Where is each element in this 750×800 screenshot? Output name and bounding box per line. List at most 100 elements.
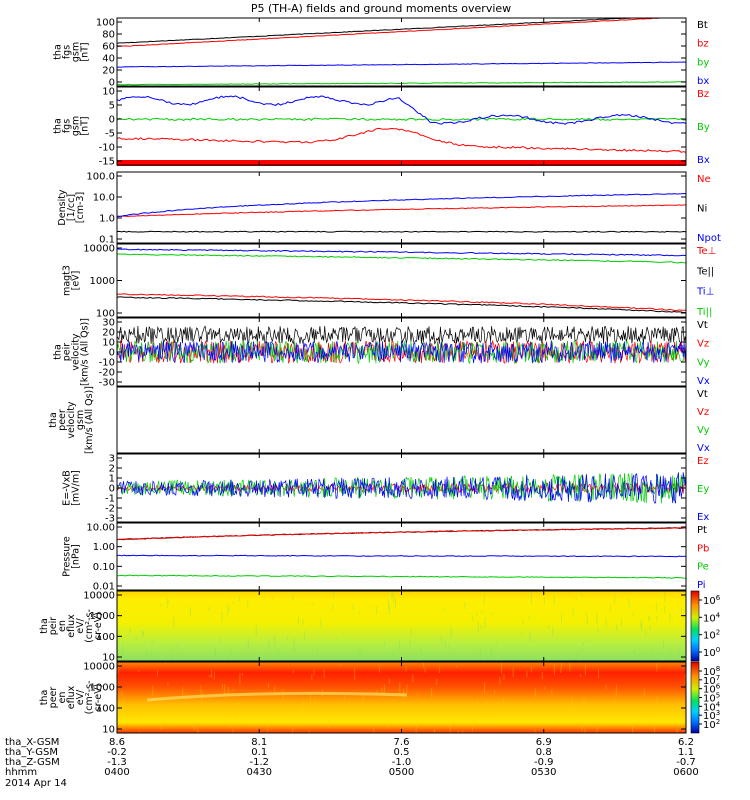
x-axis-tick-label: 0500 — [389, 767, 414, 778]
y-label-line: tha — [39, 618, 50, 634]
series-line-Npot — [117, 192, 687, 217]
colorbar-tick-label: 102 — [703, 718, 720, 731]
y-label-line: (cm²-s- — [84, 609, 95, 643]
y-tick-label: 100 — [96, 632, 115, 643]
x-axis-tick-label: 8.1 — [251, 737, 267, 748]
x-axis-tick-label: 0600 — [673, 767, 698, 778]
x-axis-tick-label: -0.2 — [107, 747, 127, 758]
y-tick-label: 5 — [109, 101, 115, 112]
x-axis-tick-label: 6.9 — [536, 737, 552, 748]
x-axis-tick-label: 8.6 — [109, 737, 125, 748]
y-tick-label: 2 — [109, 464, 115, 475]
legend-Pe: Pe — [697, 562, 709, 573]
legend-Ti||: Ti|| — [696, 307, 712, 318]
y-tick-label: 10000 — [83, 591, 115, 602]
legend-By: By — [697, 122, 710, 133]
legend-Bz: Bz — [697, 89, 709, 100]
y-label-line: sr-eV) — [93, 612, 104, 640]
y-tick-label: 10 — [102, 87, 115, 98]
y-tick-label: 1000 — [90, 683, 115, 694]
legend-Vt: Vt — [697, 389, 708, 400]
legend-Ez: Ez — [697, 456, 709, 467]
y-tick-label: -2 — [105, 504, 115, 515]
panel-peer_spec: thapeerenefluxeV/(cm²-s-sr-eV)1081071061… — [39, 661, 721, 736]
y-label-line: eV/ — [75, 689, 86, 705]
legend-by: by — [697, 57, 709, 68]
y-label-line: eflux — [66, 614, 77, 638]
y-label-line: en — [57, 692, 68, 704]
legend-Vz: Vz — [697, 339, 709, 350]
panel-frame — [116, 453, 687, 523]
y-label-line: peer — [48, 687, 59, 709]
legend-Ey: Ey — [697, 484, 709, 495]
y-tick-label: 0 — [109, 78, 115, 89]
series-line-Vx — [116, 340, 687, 364]
x-axis-tick-label: 0400 — [104, 767, 129, 778]
y-tick-label: 0.01 — [93, 582, 115, 593]
x-axis-tick-label: 7.6 — [394, 737, 410, 748]
legend-Vx: Vx — [697, 376, 710, 387]
x-axis-tick-label: -1.2 — [249, 757, 269, 768]
y-label-line: [nT] — [80, 42, 91, 61]
x-axis-row-label: tha_Z-GSM — [5, 757, 60, 768]
panel-frame — [116, 386, 687, 454]
y-axis-label: magt3[eV] — [62, 265, 82, 296]
colorbar-tick-label: 102 — [703, 629, 720, 642]
y-label-line: tha — [48, 412, 59, 428]
panel-pressure: Pressure[nPa] Pt Pb Pe Pi 10.00 1.00 0.10 0.01 — [62, 522, 709, 593]
y-label-line: [1/cc] — [66, 194, 77, 221]
series-line-Pe — [116, 574, 687, 579]
plot-title: P5 (TH-A) fields and ground moments over… — [251, 2, 511, 15]
colorbar — [690, 590, 700, 662]
x-axis-tick-label: 0.1 — [251, 747, 267, 758]
y-tick-label: 1.0 — [99, 214, 115, 225]
y-tick-label: 20 — [102, 328, 115, 339]
y-label-line: eV/ — [75, 617, 86, 633]
series-line-Te|| — [116, 296, 687, 314]
y-label-line: fgs — [62, 45, 73, 59]
legend-Bt: Bt — [697, 20, 708, 31]
y-label-line: [nPa] — [71, 544, 82, 569]
y-tick-label: -20 — [99, 368, 115, 379]
y-label-line: peir — [62, 343, 73, 362]
legend-Vy: Vy — [697, 425, 710, 436]
series-line-Pt — [116, 527, 687, 541]
y-tick-label: 1.00 — [93, 542, 115, 553]
x-axis-tick-label: 6.2 — [678, 737, 694, 748]
y-label-line: [km/s (All Qs)] — [80, 318, 91, 386]
y-tick-label: 10 — [102, 653, 115, 664]
series-line-Bz — [116, 127, 687, 153]
legend-Ex: Ex — [697, 512, 709, 523]
series-line-Bx — [116, 95, 687, 125]
y-label-line: peer — [57, 409, 68, 431]
series-line-Bt — [116, 17, 686, 44]
series-line-Ne — [116, 204, 687, 218]
legend-Npot: Npot — [697, 233, 721, 244]
y-tick-label: 60 — [102, 42, 115, 53]
y-label-line: [eV] — [71, 271, 82, 291]
y-label-line: [nT] — [80, 116, 91, 135]
y-tick-label: -5 — [105, 129, 115, 140]
y-label-line: gsm — [75, 410, 86, 430]
y-tick-label: 20 — [102, 66, 115, 77]
panel-temperature: magt3[eV] Te⊥ Te|| Ti⊥ Ti|| 10000 1000 100 — [62, 243, 716, 320]
y-tick-label: 1000 — [90, 611, 115, 622]
x-axis-footer: tha_X-GSM 8.6 8.1 7.6 6.9 6.2 tha_Y-GSM -0.2 0.1… — [5, 737, 699, 778]
y-axis-label: Pressure[nPa] — [62, 536, 82, 577]
y-label-line: velocity — [71, 333, 82, 371]
series-line-bx — [117, 61, 687, 68]
legend-Bx: Bx — [697, 155, 710, 166]
series-line-Ti|| — [116, 253, 687, 264]
y-label-line: en — [57, 620, 68, 632]
y-label-line: [km/s (All Qs)] — [84, 386, 95, 454]
y-label-line: E=-VxB — [62, 470, 73, 505]
series-line-Ex — [116, 472, 687, 504]
y-label-line: velocity — [66, 401, 77, 439]
series-line-Te⊥ — [116, 293, 686, 312]
